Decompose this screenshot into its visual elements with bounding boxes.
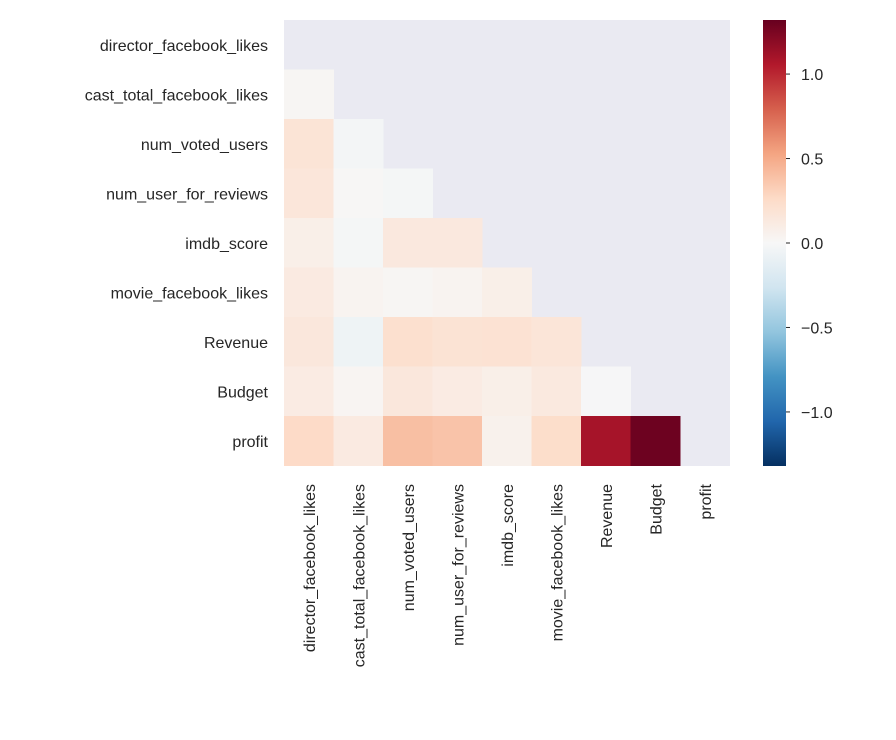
x-tick-label: movie_facebook_likes xyxy=(549,484,566,641)
x-tick-label: director_facebook_likes xyxy=(302,484,319,652)
y-tick-label: imdb_score xyxy=(185,236,268,253)
y-tick-label: num_user_for_reviews xyxy=(106,186,268,203)
heatmap-cell-imdb_score-num_user_for_reviews xyxy=(432,218,483,268)
heatmap-cell-Budget-imdb_score xyxy=(482,366,532,417)
heatmap-cell-imdb_score-director_facebook_likes xyxy=(284,218,334,268)
x-tick-labels: director_facebook_likes cast_total_facebo… xyxy=(302,483,715,667)
y-tick-labels: director_facebook_likes cast_total_facebo… xyxy=(85,38,269,451)
heatmap-cell-profit-movie_facebook_likes xyxy=(531,416,582,466)
heatmap-cell-cast_total_facebook_likes-director_facebook_likes xyxy=(284,69,334,120)
x-tick-label: profit xyxy=(698,483,715,519)
y-tick-label: Budget xyxy=(217,384,268,401)
heatmap-cell-profit-num_user_for_reviews xyxy=(432,416,483,466)
y-tick-label: profit xyxy=(232,434,268,451)
heatmap-cell-movie_facebook_likes-num_user_for_reviews xyxy=(432,267,483,318)
colorbar-tick-label: −1.0 xyxy=(801,405,833,422)
heatmap-cell-imdb_score-num_voted_users xyxy=(383,218,433,268)
heatmap-cell-profit-Budget xyxy=(630,416,681,466)
heatmap-cell-num_user_for_reviews-cast_total_facebook_likes xyxy=(333,168,384,219)
heatmap-cell-profit-Revenue xyxy=(581,416,631,466)
colorbar-tick-label: 0.5 xyxy=(801,152,823,169)
heatmap-cell-Budget-num_user_for_reviews xyxy=(432,366,483,417)
y-tick-label: movie_facebook_likes xyxy=(111,285,268,302)
colorbar xyxy=(763,20,786,466)
heatmap-cell-Revenue-num_user_for_reviews xyxy=(432,317,483,367)
x-tick-label: cast_total_facebook_likes xyxy=(351,484,368,667)
heatmap-cell-num_voted_users-cast_total_facebook_likes xyxy=(333,119,384,169)
heatmap-cell-imdb_score-cast_total_facebook_likes xyxy=(333,218,384,268)
heatmap-cell-movie_facebook_likes-cast_total_facebook_likes xyxy=(333,267,384,318)
heatmap-cell-Budget-movie_facebook_likes xyxy=(531,366,582,417)
heatmap-cell-Budget-director_facebook_likes xyxy=(284,366,334,417)
y-tick-label: num_voted_users xyxy=(141,137,268,154)
x-tick-label: Budget xyxy=(648,483,665,534)
heatmap-cell-Budget-Revenue xyxy=(581,366,631,417)
heatmap-cell-profit-num_voted_users xyxy=(383,416,433,466)
heatmap-cell-movie_facebook_likes-num_voted_users xyxy=(383,267,433,318)
heatmap-cell-Budget-cast_total_facebook_likes xyxy=(333,366,384,417)
heatmap-cell-Revenue-cast_total_facebook_likes xyxy=(333,317,384,367)
x-tick-label: num_voted_users xyxy=(401,484,418,611)
heatmap-cell-Budget-num_voted_users xyxy=(383,366,433,417)
x-tick-label: Revenue xyxy=(599,484,616,548)
heatmap-cell-profit-cast_total_facebook_likes xyxy=(333,416,384,466)
heatmap-cell-num_voted_users-director_facebook_likes xyxy=(284,119,334,169)
colorbar-tick-label: 0.0 xyxy=(801,236,823,253)
heatmap-cells xyxy=(284,69,681,466)
colorbar-tick-label: 1.0 xyxy=(801,67,823,84)
y-tick-label: cast_total_facebook_likes xyxy=(85,87,268,104)
y-tick-label: director_facebook_likes xyxy=(100,38,268,55)
heatmap-cell-Revenue-director_facebook_likes xyxy=(284,317,334,367)
colorbar-tick-label: −0.5 xyxy=(801,320,833,337)
heatmap-cell-Revenue-movie_facebook_likes xyxy=(531,317,582,367)
heatmap-cell-num_user_for_reviews-num_voted_users xyxy=(383,168,433,219)
heatmap-cell-profit-imdb_score xyxy=(482,416,532,466)
heatmap-cell-num_user_for_reviews-director_facebook_likes xyxy=(284,168,334,219)
x-tick-label: num_user_for_reviews xyxy=(450,484,467,646)
heatmap-cell-movie_facebook_likes-imdb_score xyxy=(482,267,532,318)
heatmap-cell-Revenue-num_voted_users xyxy=(383,317,433,367)
heatmap-cell-profit-director_facebook_likes xyxy=(284,416,334,466)
y-tick-label: Revenue xyxy=(204,335,268,352)
colorbar-ticks: 1.0 0.5 0.0 −0.5 −1.0 xyxy=(786,67,833,422)
heatmap-cell-Revenue-imdb_score xyxy=(482,317,532,367)
heatmap-cell-movie_facebook_likes-director_facebook_likes xyxy=(284,267,334,318)
x-tick-label: imdb_score xyxy=(500,484,517,567)
